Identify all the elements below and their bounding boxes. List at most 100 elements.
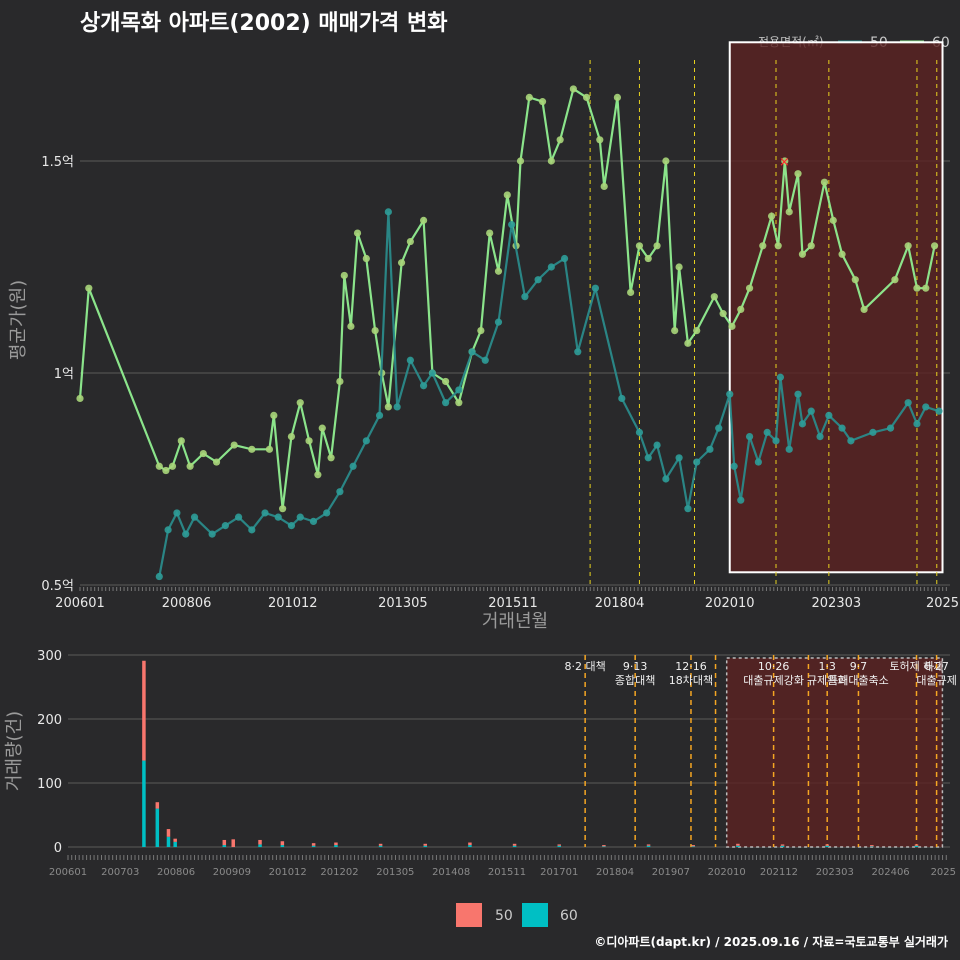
data-point-60 <box>759 242 767 250</box>
data-point-50 <box>737 496 745 504</box>
bar-50 <box>736 843 740 846</box>
footer-credit: ©디아파트(dapt.kr) / 2025.09.16 / 자료=국토교통부 실… <box>594 934 948 949</box>
data-point-60 <box>728 322 736 330</box>
bar-legend-swatch-50 <box>456 903 482 927</box>
data-point-60 <box>653 242 661 250</box>
data-point-50 <box>754 458 762 466</box>
x-tick-label: 202010 <box>705 596 755 611</box>
bar-60 <box>222 845 227 847</box>
policy-label: 종합대책 <box>615 674 655 687</box>
data-point-60 <box>745 284 754 292</box>
data-point-60 <box>613 93 622 101</box>
data-point-60 <box>327 454 335 462</box>
data-point-50 <box>675 454 683 462</box>
bar-60 <box>557 845 561 847</box>
data-point-60 <box>547 157 555 165</box>
x-tick-label: 200806 <box>162 596 212 611</box>
data-point-60 <box>177 437 185 445</box>
bar-50 <box>334 842 338 846</box>
bar-x-tick-label: 2025 <box>931 867 956 878</box>
bar-x-tick-label: 200703 <box>101 867 139 878</box>
bar-50 <box>914 844 919 846</box>
data-point-50 <box>384 208 392 216</box>
data-point-60 <box>582 93 591 101</box>
data-point-60 <box>904 242 912 250</box>
bar-50 <box>557 844 561 846</box>
bar-50 <box>231 839 235 847</box>
bar-x-tick-label: 202010 <box>708 867 746 878</box>
bar-x-tick-label: 200806 <box>157 867 195 878</box>
data-point-50 <box>221 522 229 530</box>
bar-60 <box>914 845 919 847</box>
x-tick-label: 201012 <box>268 596 318 611</box>
data-point-50 <box>508 221 516 229</box>
data-point-50 <box>419 382 428 390</box>
data-point-50 <box>494 318 503 326</box>
bar-50 <box>423 843 428 846</box>
data-point-60 <box>635 242 644 250</box>
bar-60 <box>280 845 285 847</box>
data-point-50 <box>869 428 877 436</box>
data-point-50 <box>644 454 652 462</box>
data-point-50 <box>913 420 921 428</box>
data-point-60 <box>162 466 170 475</box>
bar-y-tick-label: 300 <box>37 649 62 664</box>
data-point-60 <box>600 182 608 191</box>
data-point-50 <box>349 462 357 470</box>
bar-60 <box>512 845 517 847</box>
data-point-50 <box>336 488 344 496</box>
data-point-50 <box>785 445 793 453</box>
bar-50 <box>378 843 383 846</box>
data-point-60 <box>794 170 802 178</box>
bar-legend-swatch-60 <box>522 903 548 927</box>
data-point-50 <box>309 517 318 526</box>
data-point-50 <box>393 403 401 411</box>
data-point-50 <box>455 386 463 394</box>
bar-legend-label-50: 50 <box>495 908 513 924</box>
data-point-60 <box>737 305 745 313</box>
policy-label: 1·3 <box>818 660 836 673</box>
data-point-60 <box>693 327 701 335</box>
data-point-60 <box>455 399 463 407</box>
policy-label: 규제완화 <box>807 674 847 687</box>
data-point-50 <box>173 509 181 517</box>
data-point-60 <box>662 157 670 165</box>
data-point-60 <box>569 85 577 93</box>
bar-legend-label-60: 60 <box>560 908 578 924</box>
x-tick-label: 201305 <box>378 596 428 611</box>
y-tick-label: 1억 <box>54 367 74 382</box>
x-tick-label: 2025 <box>926 596 959 611</box>
data-point-50 <box>164 526 172 534</box>
bar-50 <box>870 845 874 847</box>
data-point-50 <box>816 433 824 441</box>
data-point-50 <box>296 513 304 521</box>
bar-x-tick-label: 200601 <box>49 867 87 878</box>
data-point-60 <box>199 449 207 458</box>
data-point-50 <box>406 356 414 364</box>
data-point-50 <box>574 348 582 356</box>
data-point-60 <box>347 322 355 330</box>
bar-x-tick-label: 202112 <box>760 867 798 878</box>
data-point-60 <box>397 259 406 267</box>
data-point-50 <box>715 424 723 432</box>
data-point-50 <box>726 390 734 398</box>
bar-60 <box>334 845 338 847</box>
bar-60 <box>468 845 472 847</box>
data-point-60 <box>627 288 635 297</box>
data-point-50 <box>208 530 216 538</box>
bar-50 <box>166 829 171 837</box>
bar-y-tick-label: 200 <box>37 713 62 728</box>
data-point-60 <box>296 399 304 407</box>
data-point-50 <box>560 254 569 263</box>
policy-label: 6·27 <box>924 660 949 673</box>
data-point-60 <box>781 157 789 165</box>
bar-60 <box>780 845 785 847</box>
data-point-50 <box>730 462 738 470</box>
bar-x-tick-label: 202406 <box>872 867 910 878</box>
data-point-50 <box>248 526 256 534</box>
data-point-60 <box>494 267 503 275</box>
data-point-50 <box>807 407 815 415</box>
data-point-50 <box>521 293 529 301</box>
data-point-60 <box>76 394 84 403</box>
